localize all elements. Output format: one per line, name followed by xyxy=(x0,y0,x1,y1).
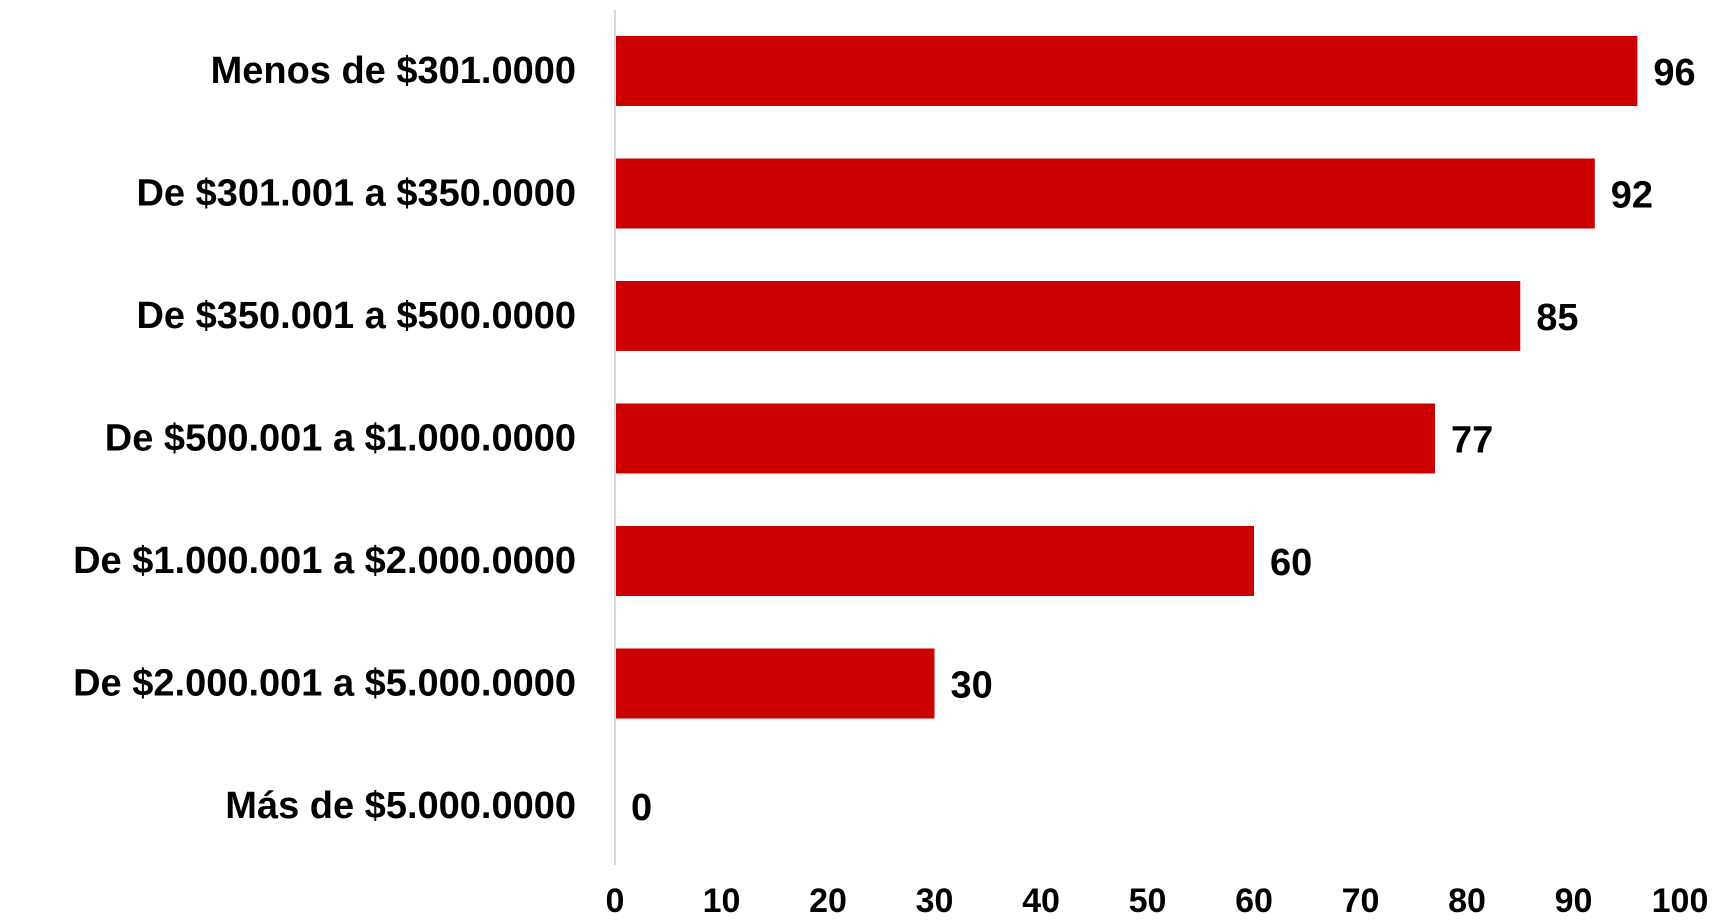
bar xyxy=(616,403,1436,474)
value-label: 0 xyxy=(631,787,652,829)
x-tick-label: 80 xyxy=(1448,882,1486,920)
category-label: Más de $5.000.0000 xyxy=(225,785,576,827)
x-tick-label: 90 xyxy=(1555,882,1593,920)
value-label: 85 xyxy=(1536,297,1578,339)
x-tick-label: 10 xyxy=(703,882,741,920)
value-label: 30 xyxy=(951,665,993,707)
category-label: De $301.001 a $350.0000 xyxy=(136,173,576,215)
x-tick-label: 70 xyxy=(1342,882,1380,920)
value-label: 60 xyxy=(1270,542,1312,584)
bars-group xyxy=(616,36,1638,719)
x-tick-label: 20 xyxy=(809,882,847,920)
value-label: 96 xyxy=(1653,52,1695,94)
x-tick-label: 40 xyxy=(1022,882,1060,920)
category-label: De $350.001 a $500.0000 xyxy=(136,295,576,337)
value-label: 77 xyxy=(1451,420,1493,462)
bar xyxy=(616,526,1254,596)
x-tick-label: 60 xyxy=(1235,882,1273,920)
bar xyxy=(616,158,1595,229)
x-tick-label: 30 xyxy=(916,882,954,920)
x-tick-label: 100 xyxy=(1652,882,1709,920)
x-tick-labels-group: 0 10 20 30 40 50 60 70 80 90 100 xyxy=(606,882,1709,920)
bar xyxy=(616,281,1521,351)
x-tick-label: 0 xyxy=(606,882,625,920)
x-tick-label: 50 xyxy=(1129,882,1167,920)
value-label: 92 xyxy=(1611,175,1653,217)
bar xyxy=(616,648,935,719)
category-label: Menos de $301.0000 xyxy=(211,50,576,92)
category-labels-group: Menos de $301.0000 De $301.001 a $350.000… xyxy=(73,50,576,827)
category-label: De $500.001 a $1.000.0000 xyxy=(105,418,576,460)
category-label: De $2.000.001 a $5.000.0000 xyxy=(73,663,576,705)
value-labels-group: 96 92 85 77 60 30 0 xyxy=(631,52,1696,829)
bar xyxy=(616,36,1638,106)
category-label: De $1.000.001 a $2.000.0000 xyxy=(73,540,576,582)
